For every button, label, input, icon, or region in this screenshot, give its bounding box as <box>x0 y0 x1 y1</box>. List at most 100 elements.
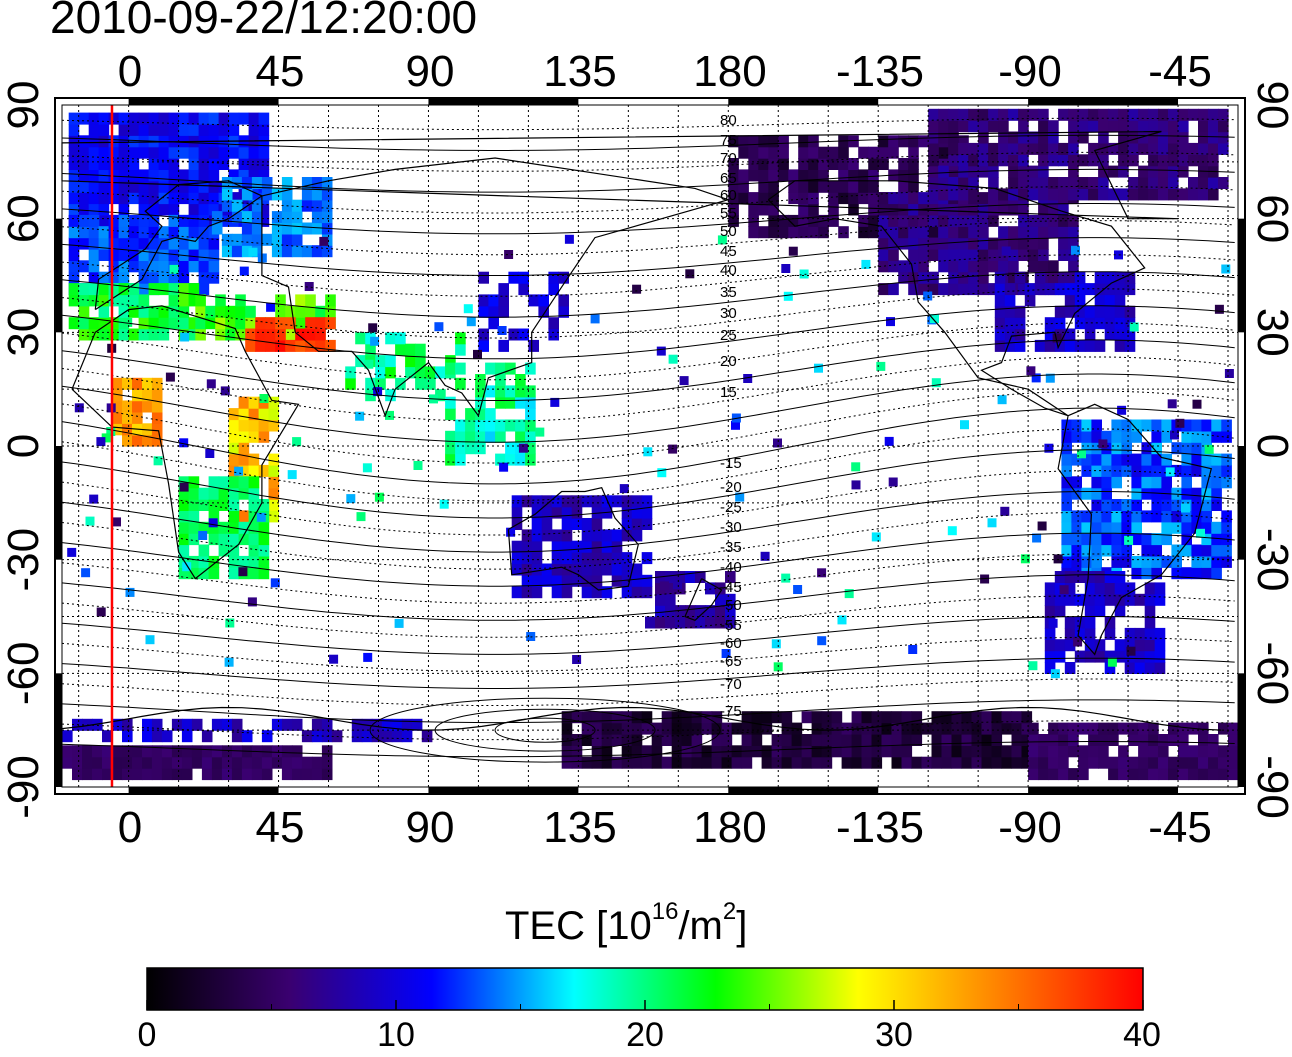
tec-cell <box>1124 627 1136 640</box>
tec-cell <box>241 177 253 189</box>
lat-tick-right: 30 <box>1248 308 1292 357</box>
tec-cell <box>1221 430 1232 443</box>
tec-cell <box>1198 154 1209 167</box>
tec-cell <box>1064 616 1076 629</box>
tec-cell <box>1068 260 1079 273</box>
tec-cell <box>590 314 600 324</box>
tec-cell <box>591 586 603 599</box>
tec-cell <box>868 180 879 193</box>
tec-cell <box>1198 188 1209 201</box>
tec-cell <box>497 326 507 335</box>
tec-cell <box>211 222 223 235</box>
tec-cell <box>871 722 883 735</box>
magnetic-latitude-line <box>61 407 1235 485</box>
tec-cell <box>1118 165 1129 178</box>
tec-cell <box>108 146 120 159</box>
tec-cell <box>571 756 583 769</box>
tec-cell <box>898 158 909 170</box>
tec-cell <box>1048 745 1059 758</box>
tec-cell <box>248 112 260 125</box>
magnetic-latitude-contours <box>61 117 1235 763</box>
magnetic-latitude-line <box>61 428 1235 502</box>
tec-cell <box>791 756 803 769</box>
tec-cell <box>1129 322 1139 332</box>
tec-cell <box>1004 305 1016 318</box>
tec-cell <box>801 711 813 724</box>
tec-cell <box>1058 142 1069 155</box>
tec-cell <box>132 745 143 758</box>
tec-cell <box>1081 430 1092 443</box>
tec-cell <box>108 249 120 261</box>
tec-cell <box>1008 203 1019 216</box>
tec-cell <box>741 734 753 746</box>
tec-cell <box>1054 593 1066 606</box>
tec-cell <box>208 169 220 182</box>
tec-cell <box>198 555 210 568</box>
tec-cell <box>1214 304 1224 314</box>
tec-cell <box>241 756 253 769</box>
magnetic-latitude-label: 20 <box>720 353 737 370</box>
tec-cell <box>1044 593 1056 606</box>
tec-cell <box>1064 582 1076 595</box>
tec-cell <box>281 756 293 769</box>
tec-cell <box>994 294 1006 307</box>
tec-cell <box>991 711 1003 724</box>
tec-cell <box>67 547 77 557</box>
tec-cell <box>1078 722 1089 735</box>
tec-cell <box>758 146 769 159</box>
tec-cell <box>1014 339 1026 352</box>
tec-cell <box>621 506 633 519</box>
tec-cell <box>321 718 333 731</box>
tec-cell <box>495 453 506 466</box>
tec-cell <box>321 768 333 781</box>
magnetic-latitude-label: 70 <box>720 150 737 167</box>
tec-cell <box>178 499 190 511</box>
tec-cell <box>1008 131 1019 144</box>
tec-cell <box>1141 533 1152 546</box>
tec-cell <box>581 552 593 565</box>
tec-cell <box>271 718 283 731</box>
tec-cell <box>248 419 260 432</box>
tec-cell <box>415 366 426 379</box>
tec-cell <box>1038 203 1049 216</box>
tec-cell <box>1071 521 1082 534</box>
tec-cell <box>191 745 203 758</box>
tec-cell <box>108 260 120 273</box>
tec-cell <box>898 271 909 284</box>
tec-cell <box>1028 237 1039 250</box>
tec-cell <box>1131 476 1142 489</box>
tec-cell <box>1094 339 1106 352</box>
tec-cell <box>142 730 153 743</box>
tec-cell <box>1201 476 1212 489</box>
tec-cell <box>778 158 789 170</box>
tec-cell <box>1068 131 1079 144</box>
magnetic-latitude-line <box>61 720 1235 741</box>
magnetic-latitude-line <box>61 203 1235 235</box>
tec-cell <box>1018 154 1029 167</box>
tec-cell <box>621 745 633 758</box>
tec-cell <box>1178 120 1189 133</box>
tec-cell <box>1018 249 1029 261</box>
frame-bar <box>128 787 279 794</box>
tec-cell <box>561 529 573 542</box>
tec-cell <box>961 711 973 724</box>
tec-cell <box>1118 756 1129 769</box>
tec-cell <box>178 533 190 546</box>
tec-cell <box>258 408 270 421</box>
tec-cell <box>958 142 969 155</box>
tec-cell <box>701 745 713 758</box>
tec-cell <box>98 294 110 307</box>
tec-cell <box>691 722 703 735</box>
tec-cell <box>651 734 663 746</box>
tec-cell <box>405 366 416 379</box>
tec-cell <box>411 718 423 731</box>
lon-tick-top: 0 <box>117 47 143 96</box>
tec-cell <box>988 177 999 189</box>
tec-cell <box>321 177 333 189</box>
tec-cell <box>878 249 889 261</box>
tec-cell <box>798 146 809 159</box>
tec-cell <box>374 492 384 502</box>
tec-cell <box>1038 237 1049 250</box>
tec-cell <box>751 734 763 746</box>
tec-cell <box>1218 756 1229 769</box>
